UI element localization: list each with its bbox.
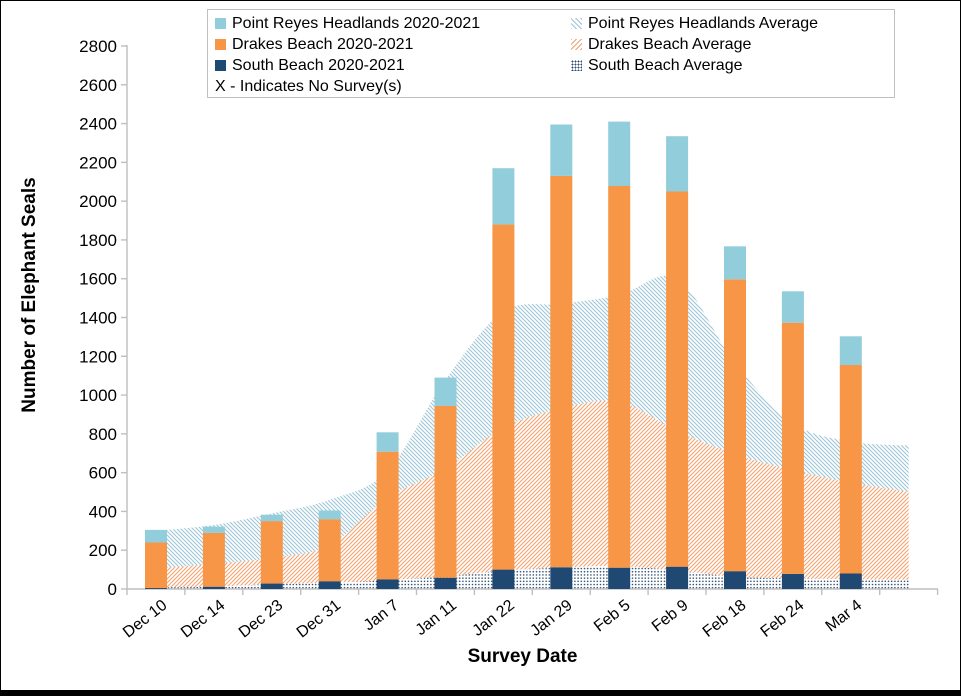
svg-text:1800: 1800 (79, 231, 117, 250)
x-tick-labels: Dec 10 Dec 14 Dec 23 Dec 31 Jan 7 Jan 11 Jan 2… (120, 597, 865, 642)
svg-text:Feb 18: Feb 18 (700, 597, 750, 641)
svg-text:Feb 9: Feb 9 (649, 597, 692, 636)
bar-jan-29 (550, 124, 573, 589)
svg-text:1400: 1400 (79, 309, 117, 328)
sb-solid-swatch-icon (215, 60, 226, 71)
bar-dec-14 (202, 526, 225, 589)
svg-text:800: 800 (89, 425, 117, 444)
area-band-dots (156, 566, 909, 589)
bar-dec-31 (318, 510, 341, 589)
svg-text:Dec 23: Dec 23 (236, 597, 286, 642)
bar-jan-7 (376, 432, 399, 589)
svg-text:Dec 31: Dec 31 (294, 597, 344, 642)
svg-text:Mar 4: Mar 4 (823, 597, 866, 636)
svg-text:600: 600 (89, 464, 117, 483)
bar-mar-4 (839, 336, 862, 589)
svg-text:2400: 2400 (79, 115, 117, 134)
y-axis-title: Number of Elephant Seals (19, 177, 40, 413)
bar-feb-5 (608, 121, 631, 589)
area-band-diag-up (156, 400, 909, 588)
bar-feb-9 (666, 136, 689, 589)
legend-label: South Beach Average (588, 57, 743, 74)
sb-dots-swatch-icon (571, 60, 582, 71)
svg-text:2600: 2600 (79, 76, 117, 95)
prh-hatch-swatch-icon (571, 18, 582, 29)
x-axis-title: Survey Date (467, 646, 578, 667)
bar-dec-23 (260, 514, 283, 589)
svg-text:Jan 11: Jan 11 (413, 597, 460, 639)
plot-area: 0 200 400 600 800 1000 1200 1400 1600 1800 2000 220… (79, 37, 939, 642)
legend-note-no-survey: X - Indicates No Survey(s) (215, 76, 894, 97)
legend-item-db-average: Drakes Beach Average (571, 34, 894, 55)
svg-text:Dec 10: Dec 10 (120, 597, 170, 642)
svg-text:0: 0 (108, 580, 117, 599)
bar-feb-24 (781, 291, 804, 589)
svg-text:Feb 5: Feb 5 (591, 597, 634, 636)
y-tick-labels: 0 200 400 600 800 1000 1200 1400 1600 1800 2000 220… (79, 37, 117, 599)
svg-text:1600: 1600 (79, 270, 117, 289)
legend-item-db-2021: Drakes Beach 2020-2021 (215, 34, 571, 55)
svg-text:Jan 7: Jan 7 (361, 597, 402, 635)
svg-text:1000: 1000 (79, 386, 117, 405)
legend-label: Drakes Beach 2020-2021 (232, 36, 414, 53)
svg-text:Feb 24: Feb 24 (758, 597, 808, 641)
svg-text:Dec 14: Dec 14 (178, 597, 228, 642)
window-bottom-edge (1, 690, 960, 695)
svg-text:2000: 2000 (79, 192, 117, 211)
legend-item-sb-average: South Beach Average (571, 55, 894, 76)
db-solid-swatch-icon (215, 39, 226, 50)
svg-text:1200: 1200 (79, 347, 117, 366)
bar-jan-22 (492, 168, 515, 589)
db-hatch-swatch-icon (571, 39, 582, 50)
legend-item-prh-2021: Point Reyes Headlands 2020-2021 (215, 13, 571, 34)
svg-text:2800: 2800 (79, 37, 117, 56)
svg-text:200: 200 (89, 541, 117, 560)
area-band-diag-down (156, 275, 909, 569)
svg-text:400: 400 (89, 502, 117, 521)
bar-jan-11 (434, 377, 457, 589)
svg-text:Jan 29: Jan 29 (527, 597, 575, 640)
bar-feb-18 (724, 246, 746, 589)
legend-note-label: X - Indicates No Survey(s) (215, 78, 402, 95)
legend-label: Point Reyes Headlands 2020-2021 (232, 15, 481, 32)
svg-text:Jan 22: Jan 22 (470, 597, 518, 640)
prh-solid-swatch-icon (215, 18, 226, 29)
legend-item-sb-2021: South Beach 2020-2021 (215, 55, 571, 76)
legend-label: South Beach 2020-2021 (232, 57, 405, 74)
svg-text:2200: 2200 (79, 153, 117, 172)
bar-dec-10 (145, 529, 167, 589)
legend-item-prh-average: Point Reyes Headlands Average (571, 13, 894, 34)
legend-label: Point Reyes Headlands Average (588, 15, 819, 32)
legend-label: Drakes Beach Average (588, 36, 752, 53)
chart-legend: Point Reyes Headlands 2020-2021 Point Re… (207, 9, 895, 98)
